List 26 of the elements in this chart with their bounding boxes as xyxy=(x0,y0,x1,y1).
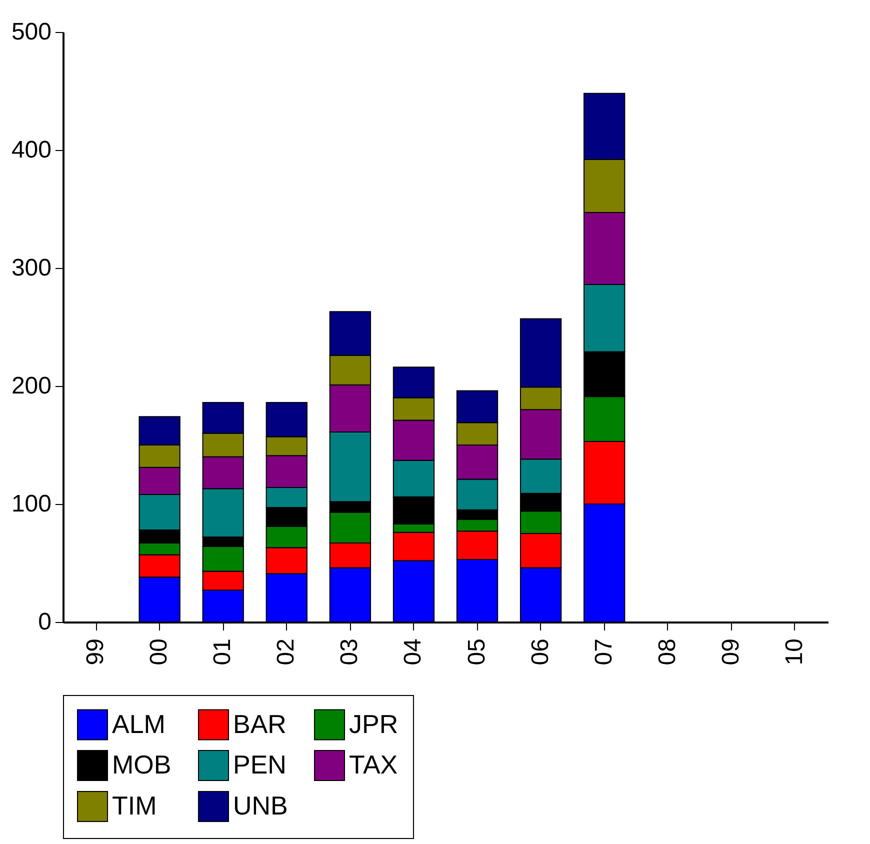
legend-label: MOB xyxy=(112,750,172,780)
x-tick-label: 07 xyxy=(590,638,618,666)
y-tick-label: 0 xyxy=(38,608,52,636)
x-tick-label: 99 xyxy=(82,638,110,666)
x-tick-label: 04 xyxy=(400,638,427,666)
x-tick-label: 02 xyxy=(272,638,300,666)
y-tick-label: 200 xyxy=(11,372,52,400)
x-tick-label: 05 xyxy=(463,638,490,666)
x-tick-label: 01 xyxy=(209,638,236,666)
y-tick-label: 300 xyxy=(11,254,52,282)
x-tick-label: 09 xyxy=(717,638,744,666)
legend-label: TAX xyxy=(349,750,398,780)
legend-label: UNB xyxy=(233,790,288,820)
legend-label: BAR xyxy=(233,708,286,739)
y-tick-label: 100 xyxy=(11,490,52,518)
legend-label: PEN xyxy=(233,750,286,780)
legend-label: TIM xyxy=(112,790,157,820)
x-tick-label: 00 xyxy=(146,638,173,666)
y-tick-label: 400 xyxy=(11,136,52,164)
x-tick-label: 03 xyxy=(336,638,364,666)
legend-label: ALM xyxy=(112,708,166,739)
x-tick-label: 08 xyxy=(654,638,681,666)
legend-label: JPR xyxy=(349,708,398,739)
x-tick-label: 06 xyxy=(526,638,554,666)
x-tick-label: 10 xyxy=(780,638,808,666)
y-tick-label: 500 xyxy=(11,18,52,46)
